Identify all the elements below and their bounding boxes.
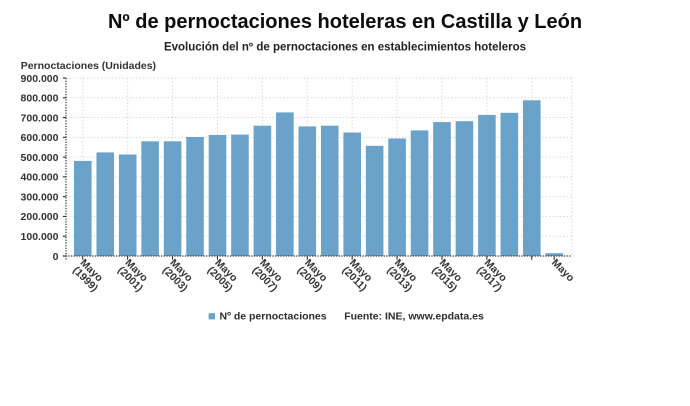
svg-text:700.000: 700.000 xyxy=(21,112,59,124)
svg-text:Mayo(2009): Mayo(2009) xyxy=(295,257,332,294)
svg-text:900.000: 900.000 xyxy=(21,73,59,85)
svg-text:Pernoctaciones (Unidades): Pernoctaciones (Unidades) xyxy=(21,60,156,72)
svg-text:Fuente: INE, www.epdata.es: Fuente: INE, www.epdata.es xyxy=(344,311,484,323)
svg-text:500.000: 500.000 xyxy=(21,152,59,164)
svg-text:Nº de pernoctaciones: Nº de pernoctaciones xyxy=(220,311,327,323)
svg-text:600.000: 600.000 xyxy=(21,132,59,144)
svg-text:300.000: 300.000 xyxy=(21,191,59,203)
svg-text:Evolución del nº de pernoctaci: Evolución del nº de pernoctaciones en es… xyxy=(164,41,526,53)
svg-text:200.000: 200.000 xyxy=(21,211,59,223)
svg-text:0: 0 xyxy=(53,251,59,263)
svg-text:800.000: 800.000 xyxy=(21,93,59,105)
svg-text:100.000: 100.000 xyxy=(21,231,59,243)
svg-text:400.000: 400.000 xyxy=(21,172,59,184)
svg-text:Nº de pernoctaciones hoteleras: Nº de pernoctaciones hoteleras en Castil… xyxy=(108,11,582,33)
